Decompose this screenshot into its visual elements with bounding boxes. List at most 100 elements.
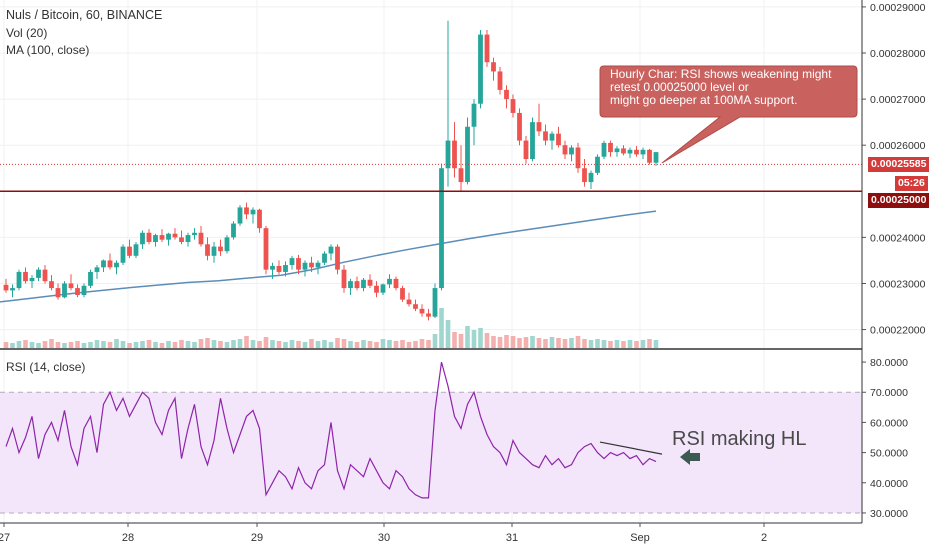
arrow-left-icon	[680, 449, 700, 465]
callout-note: Hourly Char: RSI shows weakening might r…	[610, 68, 860, 107]
symbol-title[interactable]: Nuls / Bitcoin, 60, BINANCE	[6, 8, 163, 22]
volume-bar	[510, 336, 516, 348]
volume-bar	[166, 341, 171, 348]
candle-body	[504, 89, 509, 100]
volume-bar	[335, 338, 340, 348]
candle-body	[387, 278, 392, 285]
x-tick-label: 31	[506, 532, 518, 544]
candle-body	[81, 285, 87, 295]
candle-body	[393, 278, 399, 289]
volume-bar	[263, 337, 269, 348]
candle-body	[114, 262, 119, 268]
volume-bar	[582, 339, 587, 348]
volume-bar	[81, 343, 87, 348]
candle-body	[556, 133, 561, 146]
volume-bar	[575, 336, 581, 348]
candle-body	[49, 281, 54, 289]
candle-body	[218, 246, 223, 252]
candle-body	[244, 207, 249, 215]
candle-body	[172, 233, 178, 238]
candle-body	[322, 253, 327, 263]
rsi-y-tick-label: 40.0000	[870, 478, 908, 490]
candle-body	[621, 148, 626, 154]
volume-bar	[120, 341, 126, 348]
volume-bar	[621, 341, 626, 348]
candle-body	[445, 140, 451, 169]
volume-bar	[536, 338, 542, 348]
volume-bar	[172, 342, 178, 348]
volume-bar	[562, 339, 568, 348]
volume-bar	[257, 341, 262, 348]
volume-legend[interactable]: Vol (20)	[6, 26, 48, 40]
ma-line-group	[0, 210, 657, 303]
ma-legend[interactable]: MA (100, close)	[6, 43, 90, 57]
candle-body	[582, 168, 587, 183]
candle-body	[270, 265, 275, 270]
candle-body	[380, 284, 386, 293]
candle-body	[640, 149, 646, 155]
candle-body	[400, 288, 405, 300]
volume-bar	[452, 332, 457, 348]
volume-bar	[634, 341, 639, 348]
volume-bar	[55, 342, 61, 348]
volume-bar	[237, 339, 243, 348]
candle-body	[120, 246, 126, 263]
x-tick-label: 2	[761, 532, 767, 544]
candle-body	[549, 133, 555, 141]
candle-body	[68, 283, 74, 289]
y-tick-label: 0.00023000	[870, 278, 926, 290]
volume-bar	[179, 340, 184, 348]
volume-bar	[328, 342, 334, 348]
volume-bar	[68, 342, 74, 348]
price-overlays	[0, 65, 862, 193]
volume-bar	[569, 338, 574, 348]
y-tick-label: 0.00028000	[870, 48, 926, 60]
volume-bar	[497, 337, 503, 348]
candle-body	[257, 209, 262, 229]
volume-bar	[75, 341, 80, 348]
volume-bar	[107, 342, 113, 348]
volume-bar	[10, 343, 15, 348]
candle-body	[75, 288, 80, 295]
rsi-legend[interactable]: RSI (14, close)	[6, 360, 86, 374]
volume-bar	[159, 343, 165, 348]
candle-body	[146, 232, 152, 242]
volume-bar	[374, 342, 379, 348]
volume-bar	[211, 340, 217, 348]
volume-bar	[393, 341, 399, 348]
candle-body	[374, 285, 379, 293]
volume-bar	[309, 339, 314, 348]
y-tick-label: 0.00026000	[870, 140, 926, 152]
candle-body	[62, 283, 67, 298]
volume-bar	[42, 341, 48, 348]
candle-body	[406, 299, 412, 305]
y-tick-label: 0.00027000	[870, 94, 926, 106]
volume-bar	[23, 340, 28, 348]
candle-body	[367, 279, 373, 286]
volume-bar	[543, 339, 548, 348]
candle-body	[647, 149, 652, 163]
volume-bar	[49, 339, 54, 348]
candle-body	[432, 288, 438, 317]
volume-bar	[315, 341, 321, 348]
candle-body	[140, 232, 145, 245]
candle-body	[159, 235, 165, 240]
volume-bar	[471, 330, 477, 348]
volume-bar	[380, 339, 386, 348]
candle-body	[354, 281, 360, 289]
volume-bar	[88, 342, 93, 348]
volume-bar	[614, 340, 620, 348]
volume-bar	[205, 338, 210, 348]
volume-bar	[465, 326, 470, 348]
candle-body	[484, 34, 490, 63]
volume-bar	[348, 341, 353, 348]
volume-bar	[218, 341, 223, 348]
candle-body	[302, 262, 308, 270]
volume-bar	[198, 339, 204, 348]
volume-bar	[322, 340, 327, 348]
volume-bar	[419, 339, 425, 348]
candle-body	[42, 269, 48, 282]
candle-body	[289, 258, 295, 266]
